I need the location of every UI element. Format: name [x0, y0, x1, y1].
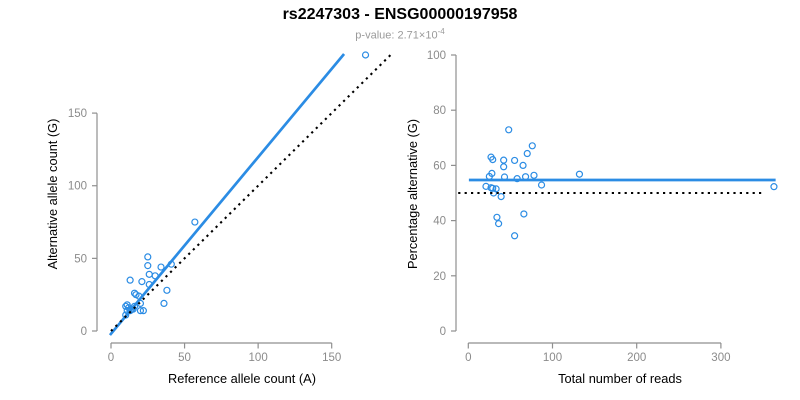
y-tick-label: 20 — [433, 271, 446, 283]
data-point — [505, 126, 513, 134]
data-point — [361, 51, 370, 59]
data-point — [513, 175, 521, 183]
data-point — [495, 220, 503, 228]
x-tick-label: 200 — [627, 352, 646, 364]
x-tick-label: 50 — [178, 352, 191, 364]
data-point — [488, 169, 496, 178]
data-point — [770, 183, 778, 191]
data-point — [489, 156, 497, 164]
y-tick-label: 100 — [68, 181, 87, 193]
left-x-axis-title: Reference allele count (A) — [168, 371, 316, 386]
data-point — [537, 181, 546, 189]
plot-title: rs2247303 - ENSG00000197958 — [282, 6, 518, 23]
data-point — [530, 171, 538, 179]
data-point — [126, 276, 134, 284]
y-tick-label: 100 — [427, 50, 446, 62]
x-tick-label: 0 — [108, 352, 114, 364]
left-y-axis-title: Alternative allele count (G) — [45, 119, 60, 270]
x-tick-label: 100 — [543, 352, 562, 364]
y-tick-label: 0 — [81, 326, 87, 338]
data-point — [528, 142, 536, 150]
y-tick-label: 0 — [440, 326, 446, 338]
data-point — [157, 263, 165, 271]
data-point — [191, 218, 199, 226]
regression-line — [108, 53, 346, 336]
left-scatter-plot: 0 50 100 150 0 50 100 150 — [68, 51, 392, 364]
data-point — [500, 156, 508, 164]
data-point — [520, 210, 528, 218]
p-value-exponent: -4 — [437, 27, 445, 36]
data-point — [123, 301, 131, 309]
right-y-axis-title: Percentage alternative (G) — [405, 119, 420, 269]
data-point — [144, 262, 152, 270]
data-point — [511, 232, 519, 240]
y-tick-label: 40 — [433, 216, 446, 228]
x-tick-label: 100 — [249, 352, 268, 364]
right-x-axis-title: Total number of reads — [558, 371, 682, 386]
data-point — [145, 270, 153, 278]
data-point — [160, 299, 168, 307]
data-point — [523, 149, 531, 158]
data-point — [144, 253, 152, 261]
data-point — [497, 192, 505, 201]
data-point — [163, 286, 171, 294]
x-tick-label: 150 — [322, 352, 341, 364]
data-point — [489, 184, 497, 192]
data-point — [500, 163, 508, 171]
y-tick-label: 150 — [68, 108, 87, 120]
data-point — [492, 185, 500, 193]
y-tick-label: 80 — [433, 105, 446, 117]
data-point — [139, 307, 147, 315]
data-point — [519, 161, 527, 169]
data-point — [493, 213, 501, 221]
p-value-text: p-value: 2.71×10 — [355, 29, 438, 42]
y-tick-label: 60 — [433, 160, 446, 172]
data-point — [482, 182, 490, 190]
data-point — [575, 170, 584, 178]
data-point — [138, 278, 146, 286]
x-tick-label: 0 — [465, 352, 471, 364]
y-tick-label: 50 — [74, 253, 87, 265]
plot-subtitle: p-value: 2.71×10-4 — [0, 27, 800, 42]
data-point — [136, 307, 145, 315]
right-scatter-plot: 0 100 200 300 0 20 40 60 80 100 — [427, 50, 778, 364]
identity-line — [110, 54, 392, 332]
data-point — [511, 156, 519, 165]
x-tick-label: 300 — [711, 352, 730, 364]
